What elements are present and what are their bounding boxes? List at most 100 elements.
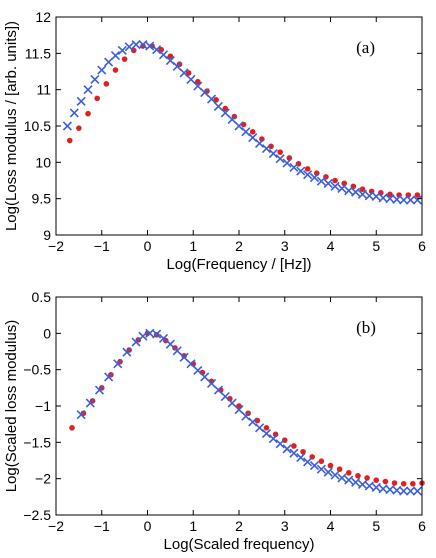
panel-b-blue-cross-point bbox=[200, 372, 210, 382]
panel-b-red-dot-point bbox=[318, 458, 325, 465]
panel-a-blue-cross-point bbox=[303, 170, 313, 180]
panel-a-y-tick-label: 9 bbox=[43, 227, 51, 243]
panel-a-red-dot-point bbox=[414, 192, 421, 198]
panel-b-x-tick-label: −2 bbox=[48, 518, 64, 534]
panel-b-blue-cross-point bbox=[227, 398, 237, 408]
panel-b-blue-cross-point bbox=[303, 457, 313, 467]
panel-a-red-dot-point bbox=[76, 125, 82, 131]
panel-b-y-tick-label: −2.5 bbox=[23, 507, 51, 523]
panel-a-red-dot-point bbox=[332, 177, 338, 184]
panel-a-y-tick-label: 11.5 bbox=[25, 45, 51, 61]
panel-b-x-tick-label: −1 bbox=[94, 518, 110, 534]
panel-b-series bbox=[69, 328, 425, 496]
panel-a-blue-cross-point bbox=[124, 42, 134, 52]
panel-b-red-dot-point bbox=[364, 475, 370, 481]
panel-b-red-dot-point bbox=[410, 480, 416, 487]
panel-a-blue-cross-point bbox=[289, 162, 299, 172]
panel-b-blue-cross-point bbox=[275, 439, 285, 449]
panel-a-blue-cross-point bbox=[399, 195, 409, 205]
panel-a-blue-cross-point bbox=[76, 96, 86, 106]
panel-b-blue-cross-point bbox=[76, 410, 86, 420]
panel-b-blue-cross-point bbox=[351, 477, 361, 487]
panel-b-blue-cross-point bbox=[371, 482, 381, 492]
panel-a-x-tick-label: −1 bbox=[94, 238, 110, 254]
panel-b-red-dot-point bbox=[382, 478, 389, 485]
panel-a-blue-cross-point bbox=[193, 81, 203, 91]
panel-b-red-dot-point bbox=[336, 466, 343, 473]
panel-a-y-tick-label: 9.5 bbox=[32, 191, 52, 207]
panel-b-blue-cross-point bbox=[172, 346, 182, 356]
panel-a-blue-cross-point bbox=[152, 45, 162, 55]
panel-a-x-tick-label: −2 bbox=[48, 238, 64, 254]
panel-a-blue-cross-point bbox=[357, 189, 368, 199]
panel-a-y-tick-label: 10.5 bbox=[24, 118, 51, 134]
panel-a-blue-cross-point bbox=[282, 158, 292, 168]
panel-b-red-dot-point bbox=[263, 425, 270, 431]
panel-a-label: (a) bbox=[356, 38, 375, 57]
panel-b-blue-cross-point bbox=[113, 359, 123, 369]
panel-a-x-tick-label: 6 bbox=[418, 238, 426, 254]
panel-a-blue-cross-point bbox=[97, 65, 107, 75]
panel-a-x-axis-label: Log(Frequency / [Hz]) bbox=[166, 256, 311, 273]
panel-b-blue-cross-point bbox=[261, 429, 272, 439]
panel-a-red-dot-point bbox=[140, 43, 146, 49]
panel-a-blue-cross-point bbox=[104, 57, 114, 67]
panel-a-blue-cross-point bbox=[268, 149, 278, 159]
panel-b-red-dot-point bbox=[291, 443, 297, 449]
panel-b-blue-cross-point bbox=[186, 359, 196, 369]
panel-a-red-dot-point bbox=[387, 191, 393, 198]
panel-b-label: (b) bbox=[356, 318, 376, 337]
panel-b-red-dot-point bbox=[69, 425, 75, 431]
panel-b-blue-cross-point bbox=[364, 481, 374, 491]
panel-b-blue-cross-point bbox=[316, 464, 326, 474]
panel-a-blue-cross-point bbox=[69, 108, 79, 118]
panel-a-red-dot-point bbox=[94, 95, 100, 102]
panel-b-x-axis-label: Log(Scaled frequency) bbox=[164, 536, 315, 553]
panel-a-red-dot-point bbox=[222, 105, 229, 112]
panel-b-blue-cross-point bbox=[357, 479, 368, 490]
panel-b-blue-cross-point bbox=[323, 467, 333, 477]
panel-a-blue-cross-point bbox=[275, 154, 285, 164]
panel-a-x-tick-label: 5 bbox=[372, 238, 380, 254]
panel-a-blue-cross-point bbox=[62, 121, 73, 131]
panel-b-blue-cross-point bbox=[165, 339, 175, 349]
panel-a-blue-cross-point bbox=[179, 68, 189, 78]
panel-b-red-dot-point bbox=[327, 462, 334, 469]
panel-b-blue-cross-point bbox=[122, 347, 132, 357]
panel-b-blue-cross-point bbox=[234, 405, 244, 415]
panel-b-red-dot-point bbox=[373, 477, 380, 483]
panel-b-blue-cross-point bbox=[104, 372, 114, 382]
panel-a-blue-cross-point bbox=[227, 114, 237, 125]
panel-a-blue-cross-point bbox=[316, 176, 326, 186]
panel-a-blue-cross-point bbox=[117, 45, 127, 55]
panel-a-blue-cross-point bbox=[110, 50, 121, 61]
panel-a-blue-cross-point bbox=[220, 108, 230, 118]
panel-a-y-tick-label: 12 bbox=[35, 9, 51, 25]
panel-b-x-tick-label: 6 bbox=[418, 518, 426, 534]
panel-a-blue-cross-point bbox=[83, 85, 93, 95]
panel-a-blue-cross-point bbox=[186, 74, 196, 85]
panel-b-red-dot-point bbox=[391, 480, 398, 486]
panel-b-blue-cross-point bbox=[206, 378, 217, 389]
panel-b-blue-cross-point bbox=[405, 486, 416, 496]
panel-a-blue-cross-point bbox=[296, 166, 306, 176]
panel-a-y-axis-label: Log(Loss modulus / [arb. units]) bbox=[3, 21, 20, 231]
panel-b-blue-cross-point bbox=[309, 461, 320, 471]
panel-a-red-dot-point bbox=[66, 137, 73, 144]
panel-a-blue-cross-point bbox=[145, 41, 155, 51]
panel-b-x-tick-label: 5 bbox=[372, 518, 380, 534]
panel-a-blue-cross-point bbox=[255, 138, 265, 149]
panel-a-blue-cross-point bbox=[172, 61, 182, 71]
panel-b-x-tick-label: 2 bbox=[235, 518, 243, 534]
panel-a-series bbox=[62, 40, 422, 205]
panel-a-blue-cross-point bbox=[213, 101, 223, 111]
panel-b-y-tick-label: −0.5 bbox=[23, 362, 51, 378]
panel-a-red-dot-point bbox=[304, 166, 311, 172]
panel-a-x-tick-label: 4 bbox=[327, 238, 335, 254]
panel-a-x-tick-label: 3 bbox=[281, 238, 289, 254]
panel-b-blue-cross-point bbox=[344, 475, 354, 485]
panel-b-blue-cross-point bbox=[399, 486, 409, 496]
panel-b-blue-cross-point bbox=[296, 453, 306, 463]
